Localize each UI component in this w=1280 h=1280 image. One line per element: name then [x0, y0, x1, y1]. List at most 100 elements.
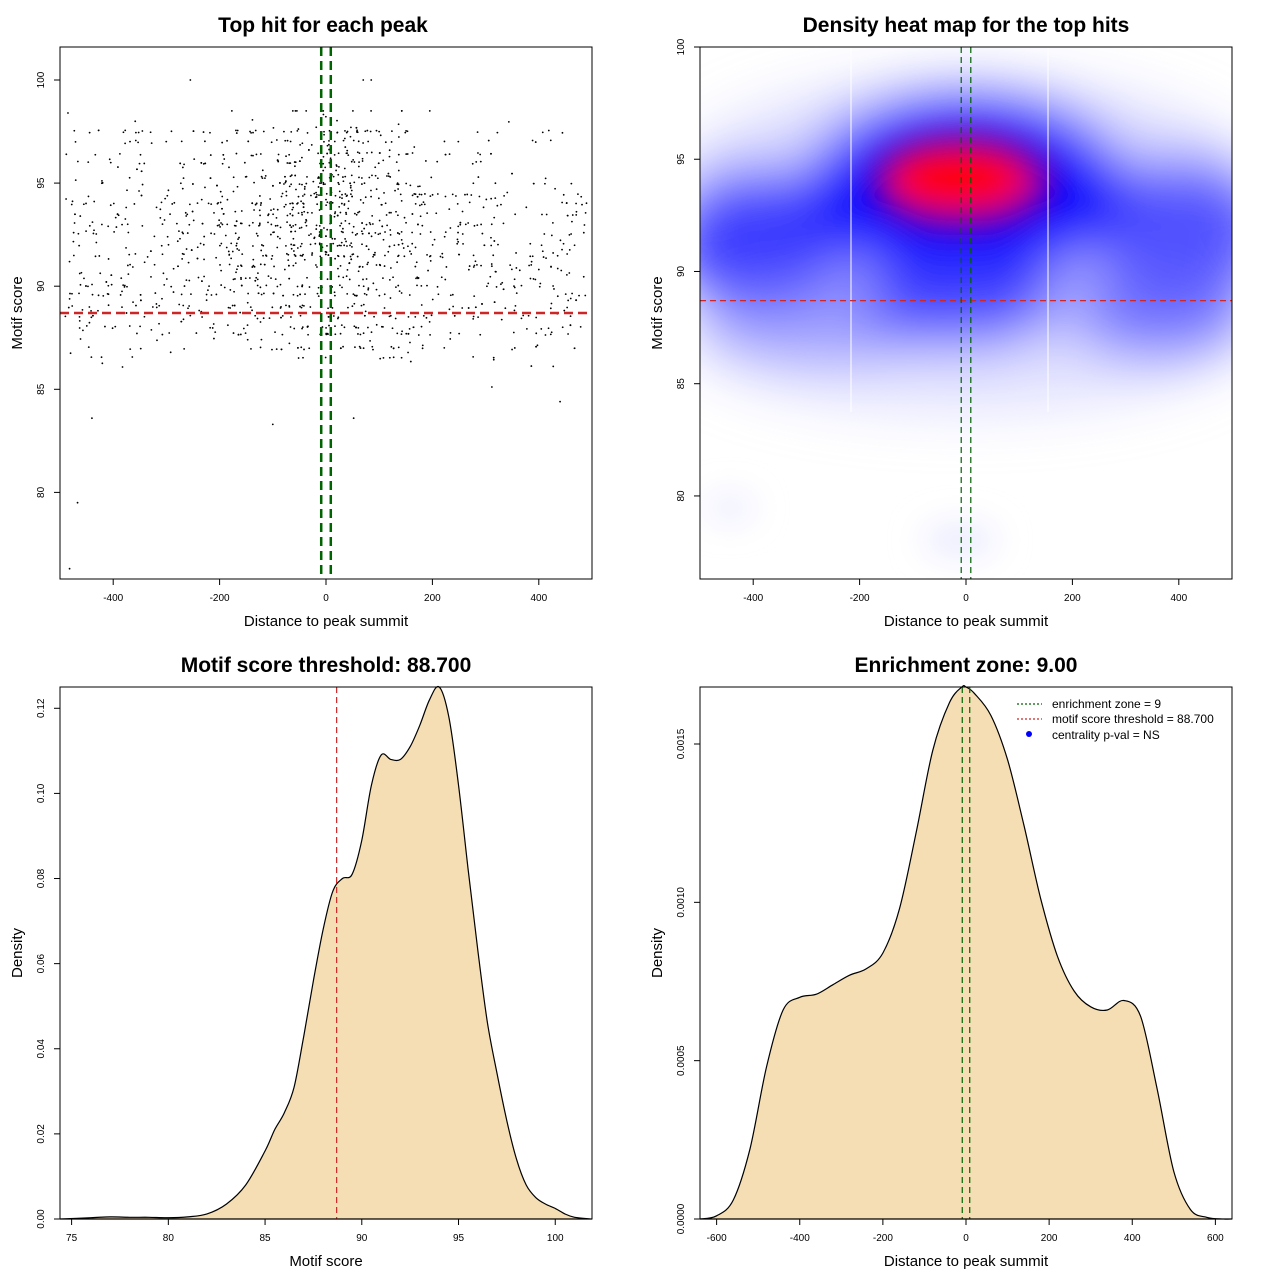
scatter-point — [490, 263, 493, 265]
scatter-point — [68, 260, 71, 263]
scatter-point — [357, 140, 360, 143]
scatter-point — [418, 193, 421, 196]
scatter-point — [270, 277, 272, 280]
scatter-point — [389, 267, 392, 269]
scatter-point — [387, 172, 390, 175]
scatter-point — [230, 110, 233, 112]
scatter-point — [492, 356, 495, 359]
scatter-point — [444, 195, 447, 198]
heatmap-x-label: Distance to peak summit — [884, 613, 1049, 630]
scatter-point — [356, 151, 359, 154]
scatter-point — [351, 253, 354, 256]
scatter-point — [467, 268, 470, 271]
scatter-point — [318, 194, 320, 197]
scatter-point — [263, 263, 266, 266]
scatter-point — [457, 231, 459, 234]
scatter-point — [107, 284, 110, 287]
scatter-point — [417, 277, 420, 279]
scatter-point — [87, 346, 90, 349]
scatter-point — [309, 306, 312, 308]
scatter-point — [303, 185, 306, 188]
scatter-point — [256, 234, 259, 237]
scatter-point — [353, 294, 356, 297]
scatter-point — [342, 180, 345, 183]
scatter-point — [448, 208, 451, 211]
scatter-point — [88, 131, 91, 134]
scatter-point — [200, 198, 203, 201]
scatter-point — [176, 240, 179, 243]
scatter-point — [316, 203, 319, 206]
scatter-point — [113, 231, 116, 233]
x-tick-label: 400 — [1124, 1233, 1141, 1244]
scatter-point — [375, 188, 378, 191]
scatter-point — [302, 356, 304, 359]
scatter-point — [337, 275, 340, 278]
scatter-point — [121, 290, 123, 293]
scatter-point — [511, 172, 513, 175]
scatter-point — [525, 327, 528, 330]
scatter-point — [402, 247, 405, 249]
scatter-point — [584, 211, 587, 214]
scatter-point — [305, 182, 308, 185]
scatter-point — [240, 284, 243, 287]
scatter-point — [146, 256, 149, 258]
legend-zone-label: enrichment zone = 9 — [1052, 697, 1161, 711]
scatter-point — [87, 161, 90, 164]
scatter-point — [341, 197, 343, 200]
scatter-point — [213, 233, 216, 235]
heatmap-reference-lines — [700, 47, 1232, 579]
scatter-point — [275, 139, 278, 141]
scatter-point — [349, 135, 352, 138]
scatter-point — [226, 198, 229, 201]
scatter-point — [476, 131, 479, 133]
scatter-point — [414, 316, 417, 318]
scatter-point — [183, 285, 186, 287]
scatter-point — [116, 213, 119, 216]
scatter-point — [269, 233, 272, 236]
scatter-point — [244, 332, 247, 335]
scatter-point — [258, 195, 261, 197]
scatter-point — [349, 193, 352, 195]
scatter-point — [300, 306, 303, 309]
scatter-point — [545, 257, 547, 259]
scatter-point — [153, 235, 156, 238]
scatter-point — [346, 292, 349, 295]
scatter-point — [502, 222, 505, 225]
scatter-point — [585, 202, 588, 205]
scatter-point — [367, 140, 370, 143]
scatter-point — [301, 254, 304, 257]
scatter-point — [400, 110, 403, 112]
scatter-point — [535, 345, 537, 348]
scatter-point — [573, 244, 576, 247]
scatter-point — [257, 272, 259, 275]
scatter-point — [363, 292, 366, 295]
scatter-point — [154, 292, 157, 294]
scatter-point — [378, 130, 381, 133]
scatter-point — [372, 348, 374, 351]
scatter-point — [120, 277, 123, 280]
scatter-point — [101, 181, 104, 184]
scatter-point — [170, 130, 173, 133]
scatter-point — [73, 129, 76, 132]
scatter-point — [65, 198, 67, 200]
scatter-point — [360, 177, 363, 179]
scatter-point — [377, 233, 380, 236]
scatter-point — [196, 202, 199, 205]
distance-density-y-label: Density — [649, 927, 666, 978]
scatter-point — [386, 175, 388, 177]
scatter-point — [280, 348, 283, 351]
scatter-point — [267, 221, 269, 224]
scatter-point — [171, 203, 174, 205]
scatter-point — [354, 234, 357, 236]
scatter-point — [472, 254, 475, 257]
scatter-point — [339, 224, 341, 227]
x-tick-label: -400 — [743, 593, 763, 604]
scatter-point — [232, 176, 235, 179]
scatter-point — [85, 325, 88, 327]
scatter-point — [300, 211, 303, 214]
scatter-point — [411, 152, 414, 154]
y-tick-label: 0.04 — [36, 1039, 47, 1059]
scatter-point — [537, 268, 540, 271]
scatter-point — [336, 214, 339, 217]
scatter-point — [306, 276, 308, 279]
